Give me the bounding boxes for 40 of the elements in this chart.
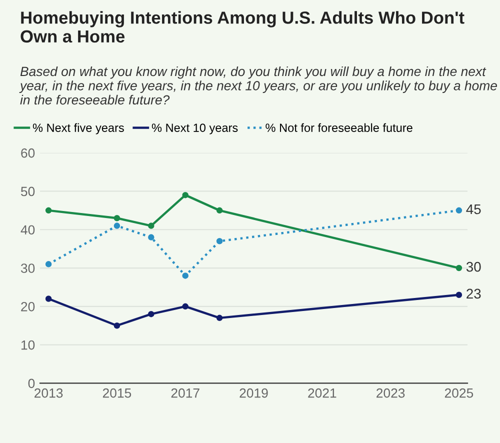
data-label: 23 [466, 288, 481, 299]
point [45, 261, 52, 268]
x-tick-label: 2019 [240, 388, 268, 398]
point [148, 310, 154, 318]
y-tick-label: 40 [20, 225, 35, 235]
data-label: 30 [466, 262, 481, 272]
point [114, 214, 120, 222]
data-label: 45 [466, 204, 481, 214]
legend-label: % Next five years [32, 123, 124, 134]
chart-title: Homebuying Intentions Among U.S. Adults Who Don't Own a Home [20, 11, 464, 43]
point [216, 238, 223, 244]
point [114, 222, 120, 229]
x-tick-label: 2013 [34, 388, 63, 398]
point [182, 192, 188, 198]
x-tick-label: 2025 [444, 388, 474, 398]
x-tick-label: 2023 [376, 388, 405, 398]
point [182, 303, 188, 310]
point [216, 314, 223, 322]
y-tick-label: 10 [21, 340, 35, 350]
x-tick-label: 2021 [308, 388, 336, 398]
y-tick-label: 0 [28, 378, 35, 388]
y-tick-label: 60 [21, 148, 35, 158]
point [456, 292, 462, 298]
point [456, 264, 462, 272]
x-tick-label: 2015 [102, 388, 132, 398]
x-tick-label: 2017 [171, 388, 200, 398]
point [114, 322, 120, 329]
point [456, 207, 462, 214]
y-tick-label: 20 [21, 302, 35, 312]
point [148, 234, 154, 240]
point [148, 222, 154, 229]
point [216, 207, 223, 214]
point [45, 296, 52, 302]
chart-subtitle: Based on what you know right now, do you think you will buy a home in the next year, in the next five years, in the next 10 years, or are you unlikely to buy a home in the foreseeable future? [19, 66, 497, 105]
point [182, 272, 188, 279]
y-tick-label: 50 [20, 186, 35, 196]
point [45, 207, 52, 214]
y-tick-label: 30 [20, 264, 35, 273]
legend-label: % Next 10 years [152, 124, 238, 134]
legend-label: % Not for foreseeable future [266, 123, 412, 132]
